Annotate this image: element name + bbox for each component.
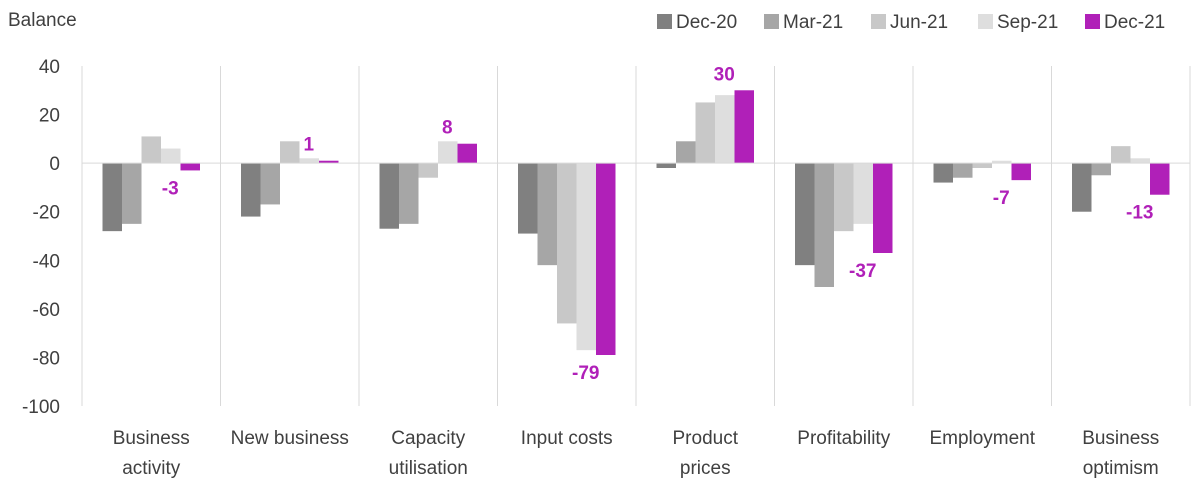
data-labels: -3 1 8 -79 30 -37 -7 -13 xyxy=(162,64,1154,384)
bar-jun-21-3 xyxy=(557,163,577,324)
bar-dec-21-1 xyxy=(319,160,339,164)
y-tick-label: -60 xyxy=(33,300,60,321)
legend-label-mar-21: Mar-21 xyxy=(783,12,843,33)
data-label-5: -37 xyxy=(849,261,876,282)
y-tick-label: 0 xyxy=(49,154,60,175)
x-tick-label: optimism xyxy=(1083,458,1159,479)
bar-sep-21-2 xyxy=(438,141,458,164)
x-tick-label: Employment xyxy=(929,428,1035,449)
bars xyxy=(102,90,1170,355)
data-label-4: 30 xyxy=(714,64,735,85)
bar-dec-21-0 xyxy=(180,163,200,171)
bar-jun-21-1 xyxy=(280,141,300,164)
legend-label-dec-20: Dec-20 xyxy=(676,12,737,33)
x-tick-label: Capacity xyxy=(391,428,465,449)
bar-jun-21-5 xyxy=(834,163,854,232)
y-tick-label: -20 xyxy=(33,203,60,224)
bar-dec-21-3 xyxy=(596,163,616,355)
legend-label-dec-21: Dec-21 xyxy=(1104,12,1165,33)
bar-jun-21-7 xyxy=(1111,146,1131,164)
legend-label-sep-21: Sep-21 xyxy=(997,12,1058,33)
y-tick-label: -100 xyxy=(22,397,60,418)
legend-swatch-sep-21 xyxy=(978,14,993,29)
bar-dec-21-2 xyxy=(457,143,477,164)
bar-mar-21-2 xyxy=(399,163,419,224)
legend-swatch-jun-21 xyxy=(871,14,886,29)
legend-swatch-dec-20 xyxy=(657,14,672,29)
data-label-7: -13 xyxy=(1126,203,1153,224)
x-tick-label: Profitability xyxy=(797,428,890,449)
bar-dec-21-6 xyxy=(1011,163,1031,181)
bar-mar-21-3 xyxy=(537,163,557,266)
x-tick-label: Business xyxy=(113,428,190,449)
y-tick-label: 20 xyxy=(39,106,60,127)
bar-mar-21-7 xyxy=(1091,163,1111,176)
bar-dec-21-4 xyxy=(734,90,754,164)
legend-swatch-dec-21 xyxy=(1085,14,1100,29)
data-label-1: 1 xyxy=(303,135,314,156)
x-tick-label: prices xyxy=(680,458,731,479)
y-axis-label: Balance xyxy=(8,10,77,31)
y-tick-label: -80 xyxy=(33,348,60,369)
bar-dec-20-3 xyxy=(518,163,538,234)
bar-dec-20-6 xyxy=(933,163,953,183)
bar-sep-21-7 xyxy=(1130,158,1150,164)
bar-jun-21-0 xyxy=(141,136,161,164)
x-tick-label: Product xyxy=(673,428,739,449)
bar-sep-21-5 xyxy=(853,163,873,224)
bar-dec-21-7 xyxy=(1150,163,1170,195)
bar-jun-21-6 xyxy=(972,163,992,168)
bar-sep-21-0 xyxy=(161,148,181,164)
bar-sep-21-6 xyxy=(992,160,1012,164)
bar-sep-21-4 xyxy=(715,95,735,164)
legend-label-jun-21: Jun-21 xyxy=(890,12,948,33)
x-axis: Business activity New business Capacity util… xyxy=(113,428,1160,479)
bar-mar-21-4 xyxy=(676,141,696,164)
bar-dec-20-7 xyxy=(1072,163,1092,212)
bar-sep-21-3 xyxy=(576,163,596,351)
x-tick-label: activity xyxy=(122,458,181,479)
legend-swatch-mar-21 xyxy=(764,14,779,29)
data-label-2: 8 xyxy=(442,118,453,139)
bar-mar-21-1 xyxy=(260,163,280,205)
bar-dec-21-5 xyxy=(873,163,893,253)
bar-mar-21-0 xyxy=(122,163,142,224)
x-tick-label: utilisation xyxy=(389,458,468,479)
y-tick-label: 40 xyxy=(39,57,60,78)
bar-mar-21-6 xyxy=(953,163,973,178)
category-dividers xyxy=(220,66,1191,406)
bar-jun-21-2 xyxy=(418,163,438,178)
data-label-6: -7 xyxy=(993,188,1010,209)
data-label-3: -79 xyxy=(572,363,599,384)
bar-dec-20-2 xyxy=(379,163,399,229)
bar-sep-21-1 xyxy=(299,158,319,164)
x-tick-label: Business xyxy=(1082,428,1159,449)
bar-dec-20-0 xyxy=(102,163,122,232)
bar-dec-20-1 xyxy=(241,163,261,217)
bar-mar-21-5 xyxy=(814,163,834,287)
x-tick-label: New business xyxy=(231,428,349,449)
bar-jun-21-4 xyxy=(695,102,715,164)
y-axis: 40 20 0 -20 -40 -60 -80 -100 xyxy=(22,57,83,418)
bar-dec-20-5 xyxy=(795,163,815,266)
data-label-0: -3 xyxy=(162,178,179,199)
bar-dec-20-4 xyxy=(656,163,676,168)
x-tick-label: Input costs xyxy=(521,428,613,449)
legend: Dec-20 Mar-21 Jun-21 Sep-21 Dec-21 xyxy=(657,12,1165,33)
y-tick-label: -40 xyxy=(33,251,60,272)
